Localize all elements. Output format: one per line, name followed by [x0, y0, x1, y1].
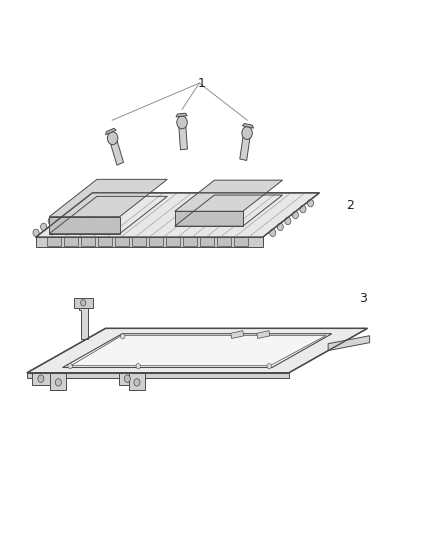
- Circle shape: [41, 223, 47, 231]
- Circle shape: [68, 364, 72, 369]
- Text: 3: 3: [359, 292, 367, 305]
- Polygon shape: [166, 237, 180, 246]
- Polygon shape: [32, 373, 49, 384]
- Polygon shape: [175, 211, 243, 226]
- Circle shape: [33, 229, 39, 237]
- Circle shape: [134, 378, 140, 386]
- Polygon shape: [178, 120, 187, 150]
- Circle shape: [63, 205, 69, 213]
- Circle shape: [277, 223, 283, 231]
- Polygon shape: [50, 373, 66, 390]
- Circle shape: [292, 211, 298, 219]
- Polygon shape: [328, 336, 370, 351]
- Polygon shape: [81, 237, 95, 246]
- Polygon shape: [109, 135, 124, 165]
- Circle shape: [177, 116, 187, 129]
- Polygon shape: [175, 180, 283, 211]
- Bar: [231, 330, 244, 338]
- Circle shape: [56, 211, 62, 219]
- Polygon shape: [27, 328, 367, 373]
- Circle shape: [270, 229, 276, 237]
- Polygon shape: [98, 237, 112, 246]
- Polygon shape: [149, 237, 163, 246]
- Polygon shape: [240, 130, 251, 160]
- Polygon shape: [79, 308, 88, 340]
- Polygon shape: [35, 193, 319, 237]
- Polygon shape: [129, 373, 145, 390]
- Polygon shape: [35, 237, 263, 247]
- Polygon shape: [119, 373, 136, 384]
- Circle shape: [136, 364, 141, 369]
- Polygon shape: [217, 237, 231, 246]
- Circle shape: [307, 199, 314, 207]
- Circle shape: [55, 378, 61, 386]
- Circle shape: [242, 127, 252, 140]
- Polygon shape: [242, 124, 254, 128]
- Polygon shape: [63, 334, 332, 367]
- Circle shape: [81, 300, 86, 306]
- Circle shape: [107, 132, 118, 144]
- Polygon shape: [74, 298, 93, 308]
- Polygon shape: [183, 237, 197, 246]
- Polygon shape: [64, 237, 78, 246]
- Polygon shape: [176, 113, 187, 117]
- Polygon shape: [115, 237, 129, 246]
- Polygon shape: [234, 237, 248, 246]
- Polygon shape: [132, 237, 146, 246]
- Text: 2: 2: [346, 199, 354, 212]
- Polygon shape: [106, 128, 116, 135]
- Polygon shape: [47, 237, 60, 246]
- Bar: [257, 330, 270, 338]
- Circle shape: [38, 375, 44, 382]
- Polygon shape: [27, 373, 289, 378]
- Polygon shape: [49, 180, 167, 217]
- Circle shape: [285, 217, 291, 225]
- Circle shape: [300, 205, 306, 213]
- Polygon shape: [49, 217, 120, 233]
- Circle shape: [71, 199, 77, 207]
- Text: 1: 1: [198, 77, 205, 90]
- Circle shape: [120, 334, 125, 339]
- Circle shape: [48, 217, 54, 225]
- Polygon shape: [200, 237, 214, 246]
- Circle shape: [124, 375, 131, 382]
- Circle shape: [267, 364, 272, 369]
